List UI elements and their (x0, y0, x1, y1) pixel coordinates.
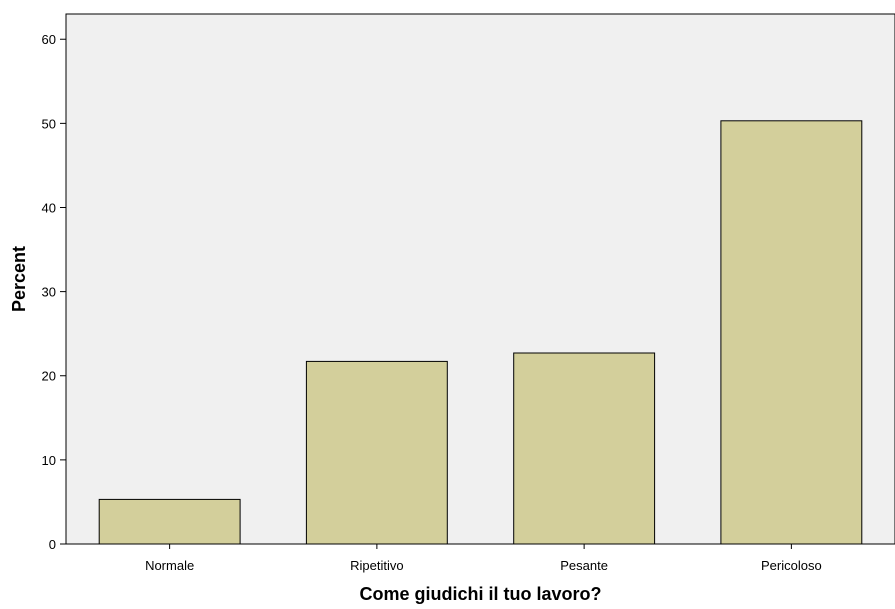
bar-ripetitivo (305, 360, 448, 545)
y-tick-label: 60 (42, 32, 56, 47)
y-tick-label: 0 (49, 537, 56, 552)
y-axis-title: Percent (9, 246, 29, 312)
y-tick-label: 50 (42, 116, 56, 131)
bar-pericoloso (720, 120, 863, 545)
y-axis-ticks: 0 10 20 30 40 50 60 (42, 32, 66, 552)
x-tick-label: Pesante (560, 558, 608, 573)
bar-pesante (513, 352, 656, 545)
bar-normale (98, 498, 241, 545)
y-tick-label: 10 (42, 453, 56, 468)
x-tick-label: Normale (145, 558, 194, 573)
x-tick-label: Pericoloso (761, 558, 822, 573)
x-tick-label: Ripetitivo (350, 558, 403, 573)
x-axis-ticks: Normale Ripetitivo Pesante Pericoloso (145, 544, 822, 573)
y-tick-label: 20 (42, 369, 56, 384)
x-axis-title: Come giudichi il tuo lavoro? (359, 584, 601, 604)
y-tick-label: 30 (42, 285, 56, 300)
y-tick-label: 40 (42, 200, 56, 215)
